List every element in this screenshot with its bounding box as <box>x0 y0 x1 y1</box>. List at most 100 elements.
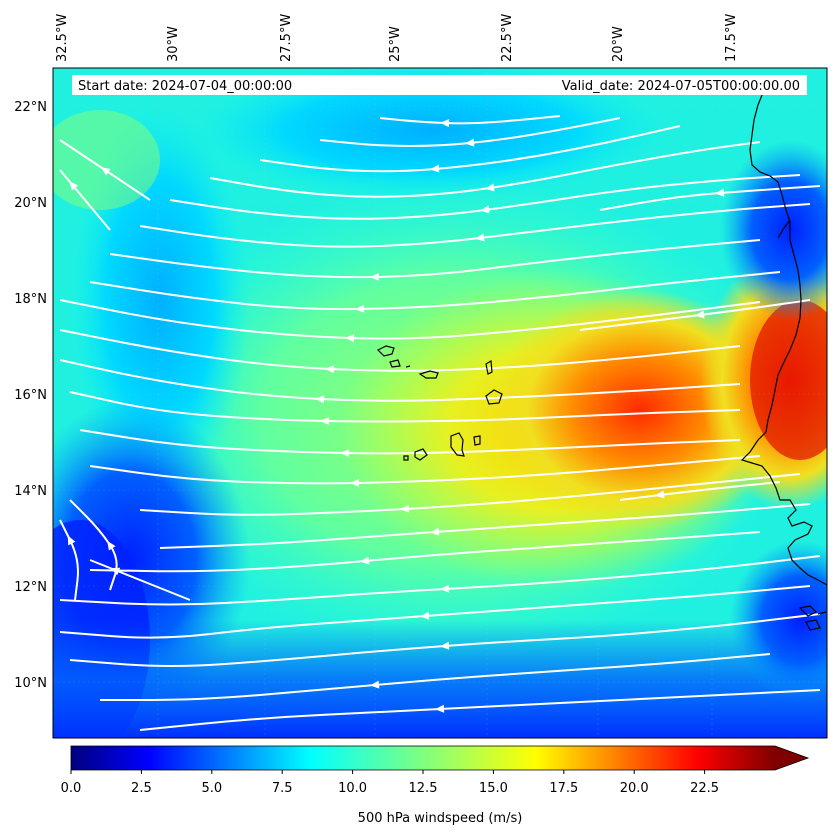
streamline-arrow <box>69 181 79 191</box>
start-date-label: Start date: 2024-07-04_00:00:00 <box>78 79 292 94</box>
streamline-arrow <box>67 535 76 546</box>
map-frame <box>52 67 828 739</box>
island-fogo <box>414 448 428 461</box>
streamline-arrow <box>400 504 410 513</box>
streamline-arrows <box>67 119 725 713</box>
island-boa-vista <box>485 389 503 405</box>
streamlines <box>59 115 821 731</box>
colorbar-tick-label: 2.5 <box>131 781 152 796</box>
streamline <box>59 139 151 201</box>
lat-label: 18°N <box>14 292 47 307</box>
streamline-arrow <box>100 167 111 176</box>
colorbar-tick-label: 10.0 <box>338 781 367 796</box>
coast-inlet <box>777 219 791 239</box>
streamline <box>319 117 621 148</box>
streamline-arrow <box>420 611 430 620</box>
streamline-arrow <box>465 138 475 147</box>
streamline-arrow <box>430 527 440 536</box>
lat-label: 14°N <box>14 484 47 499</box>
streamline-arrow <box>485 183 495 192</box>
streamline <box>69 613 821 667</box>
island-maio <box>473 435 481 446</box>
colorbar-title: 500 hPa windspeed (m/s) <box>358 811 523 826</box>
streamline-arrow <box>430 164 440 173</box>
africa-coastline <box>740 79 827 586</box>
streamline-arrow <box>695 310 705 319</box>
streamline-arrow <box>345 334 355 343</box>
lat-label: 12°N <box>14 580 47 595</box>
lat-label: 10°N <box>14 676 47 691</box>
island-sao-nicolau <box>418 370 439 379</box>
colorbar-ticks: 0.0 2.5 5.0 7.5 10.0 12.5 15.0 17.5 20.0 22.5 <box>61 770 719 796</box>
streamline-arrow <box>110 567 121 576</box>
lon-label: 30°W <box>166 26 181 62</box>
island-santa-luzia <box>405 365 411 368</box>
streamline-arrow <box>315 395 325 404</box>
colorbar: 0.0 2.5 5.0 7.5 10.0 12.5 15.0 17.5 20.0 22.5 500… <box>61 745 810 826</box>
streamline <box>100 653 771 701</box>
streamline <box>209 141 761 198</box>
valid-date-label: Valid_date: 2024-07-05T00:00:00.00 <box>562 79 800 94</box>
streamline-arrow <box>435 704 445 713</box>
streamline <box>59 585 811 639</box>
colorbar-tick-label: 15.0 <box>479 781 508 796</box>
streamline <box>89 531 761 573</box>
streamline <box>139 689 821 731</box>
lat-label: 22°N <box>14 100 47 115</box>
streamline <box>169 174 801 220</box>
streamline-arrow <box>480 205 490 214</box>
lat-label: 20°N <box>14 196 47 211</box>
lat-label: 16°N <box>14 388 47 403</box>
colorbar-extend-triangle <box>775 746 808 770</box>
colorbar-gradient <box>71 746 775 770</box>
streamline <box>69 391 741 423</box>
streamline-arrow <box>360 556 370 565</box>
bijagos-islands <box>798 605 827 631</box>
streamline <box>89 271 781 311</box>
latitude-labels: 22°N 20°N 18°N 16°N 14°N 12°N 10°N <box>14 100 47 691</box>
island-santo-antao <box>376 345 395 357</box>
streamline-arrow <box>475 233 485 242</box>
lon-label: 25°W <box>388 26 403 62</box>
island-brava <box>403 455 409 461</box>
island-sal <box>485 359 493 375</box>
lon-label: 20°W <box>611 26 626 62</box>
gridlines <box>53 68 827 738</box>
streamline-arrow <box>715 188 725 197</box>
streamline <box>159 503 811 549</box>
streamline-arrow <box>440 584 450 593</box>
streamline <box>139 203 811 248</box>
streamline-arrow <box>355 304 365 313</box>
streamline-arrow <box>325 365 335 374</box>
streamline <box>89 455 761 485</box>
streamline-arrow <box>320 417 330 426</box>
streamline <box>59 359 741 402</box>
colorbar-tick-label: 20.0 <box>620 781 649 796</box>
streamline-arrow <box>655 490 665 499</box>
streamline <box>79 429 741 455</box>
streamline <box>109 239 761 279</box>
longitude-labels: 32.5°W 30°W 27.5°W 25°W 22.5°W 20°W 17.5… <box>55 14 739 62</box>
streamline <box>579 299 811 331</box>
streamline-arrow <box>440 119 450 128</box>
colorbar-outline <box>70 745 810 771</box>
colorbar-tick-label: 5.0 <box>201 781 222 796</box>
colorbar-tick-label: 17.5 <box>549 781 578 796</box>
cape-verde-islands <box>376 345 503 461</box>
streamline <box>59 299 761 340</box>
lon-label: 22.5°W <box>500 14 515 62</box>
streamline-arrow <box>370 680 380 689</box>
streamline <box>139 473 801 516</box>
coastlines <box>740 79 827 631</box>
streamline <box>59 329 741 372</box>
lon-label: 17.5°W <box>724 14 739 62</box>
colorbar-tick-label: 0.0 <box>61 781 82 796</box>
streamline-arrow <box>340 449 350 458</box>
streamline-arrow <box>350 478 360 487</box>
streamline <box>59 555 821 606</box>
lon-label: 32.5°W <box>55 14 70 62</box>
streamline-arrow <box>440 641 450 650</box>
island-sao-vicente <box>389 359 401 368</box>
streamline <box>69 499 118 591</box>
